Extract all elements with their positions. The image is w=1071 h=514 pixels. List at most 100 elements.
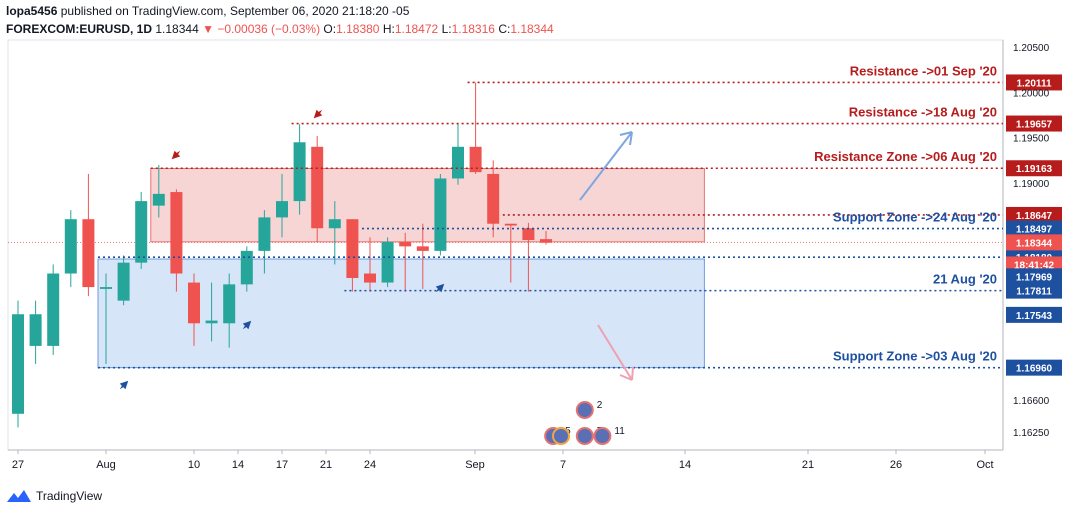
- candle-body: [12, 314, 24, 414]
- candle-body: [469, 146, 482, 173]
- candle-body: [29, 314, 42, 346]
- x-tick-label: 14: [679, 459, 691, 471]
- candle-body: [434, 178, 447, 251]
- tradingview-brand[interactable]: TradingView: [36, 489, 103, 503]
- publish-info: lopa5456 published on TradingView.com, S…: [6, 4, 409, 18]
- price-label-text: 1.18647: [1016, 211, 1053, 222]
- price-label-box: [1006, 359, 1062, 376]
- price-label-text: 1.20111: [1016, 78, 1051, 89]
- event-flag-icon[interactable]: [575, 401, 594, 419]
- publisher-name[interactable]: lopa5456: [6, 4, 58, 18]
- plot-area: [7, 39, 1004, 451]
- low-label: L:: [441, 22, 452, 36]
- x-tick-label: 21: [802, 459, 814, 471]
- open-label: O:: [323, 22, 337, 36]
- bullish-arrow-icon: [579, 131, 633, 201]
- symbol-name[interactable]: FOREXCOM:EURUSD, 1D: [6, 22, 153, 36]
- x-tick-label: 26: [890, 459, 902, 471]
- candle-body: [258, 217, 271, 251]
- y-tick-label: 1.19000: [1013, 179, 1050, 190]
- tradingview-footer: TradingView: [6, 486, 102, 506]
- candle-body: [100, 287, 112, 289]
- price-change: −0.00036 (−0.03%): [217, 22, 321, 36]
- price-label-box: [1006, 160, 1062, 177]
- rocket-icon: [171, 150, 181, 160]
- level-label: Resistance ->01 Sep '20: [850, 63, 997, 78]
- price-label-box: [1006, 268, 1062, 285]
- candle-body: [152, 193, 165, 206]
- y-tick-label: 1.16600: [1013, 396, 1050, 407]
- rocket-icon: [119, 380, 129, 390]
- price-label-text: 1.18497: [1016, 225, 1053, 236]
- price-label-box: [1006, 206, 1062, 223]
- candle-body: [346, 219, 359, 279]
- x-tick-label: 17: [276, 459, 288, 471]
- high-label: H:: [382, 22, 395, 36]
- rocket-icon: [242, 320, 252, 330]
- close-value: 1.18344: [510, 22, 554, 36]
- price-label-box: [1006, 74, 1062, 91]
- price-label-text: 1.16960: [1016, 364, 1053, 375]
- price-label-box: [1006, 306, 1062, 323]
- price-chart[interactable]: Resistance ->01 Sep '20 1.20111 Resistance…: [0, 0, 1071, 486]
- event-count: 11: [614, 426, 625, 437]
- price-label-box: [1006, 220, 1062, 237]
- close-label: C:: [498, 22, 511, 36]
- low-value: 1.18316: [451, 22, 495, 36]
- candle-body: [240, 250, 253, 285]
- candle-body: [170, 192, 183, 274]
- ohlc-legend: FOREXCOM:EURUSD, 1D 1.18344 ▼ −0.00036 (…: [6, 22, 554, 36]
- x-tick-label: Sep: [465, 459, 485, 471]
- candle-body: [135, 201, 148, 263]
- price-label-text: 1.17543: [1016, 311, 1053, 322]
- candle-body: [82, 219, 95, 288]
- candle-body: [452, 146, 464, 179]
- chart-header: lopa5456 published on TradingView.com, S…: [0, 0, 1071, 40]
- rocket-icon: [435, 283, 445, 293]
- price-label-text: 1.19657: [1016, 120, 1053, 131]
- event-flag-icon[interactable]: [593, 427, 612, 445]
- y-tick-label: 1.16250: [1013, 428, 1050, 439]
- y-tick-label: 1.19500: [1013, 134, 1050, 145]
- open-value: 1.18380: [336, 22, 380, 36]
- candle-body: [487, 173, 500, 224]
- candle-body: [311, 146, 324, 229]
- price-label-box: [1006, 234, 1062, 251]
- event-count: 2: [597, 400, 603, 411]
- x-tick-label: 21: [320, 459, 332, 471]
- candle-body: [223, 284, 236, 324]
- level-label: Resistance ->18 Aug '20: [849, 105, 997, 120]
- candle-body: [381, 241, 394, 283]
- candle-body: [276, 201, 288, 218]
- x-tick-label: 27: [12, 459, 24, 471]
- candle-body: [293, 142, 306, 202]
- y-tick-label: 1.20500: [1013, 43, 1050, 54]
- event-flag-icon[interactable]: [575, 427, 594, 445]
- event-flag-icon[interactable]: [552, 427, 570, 445]
- price-label-text: 18:41:42: [1014, 260, 1054, 271]
- x-tick-label: Aug: [96, 459, 116, 471]
- candle-body: [399, 241, 412, 247]
- down-arrow-icon: ▼: [202, 22, 214, 36]
- bearish-arrow-icon: [597, 324, 634, 381]
- level-label: Support Zone ->03 Aug '20: [833, 349, 997, 364]
- candle-body: [540, 239, 552, 243]
- candle-body: [328, 219, 341, 229]
- candle-body: [47, 273, 60, 346]
- high-value: 1.18472: [394, 22, 439, 36]
- price-label-box: [1006, 115, 1062, 132]
- price-label-text: 1.18344: [1016, 238, 1053, 249]
- candle-body: [504, 223, 517, 226]
- x-tick-label: 24: [364, 459, 376, 471]
- candle-body: [364, 273, 376, 283]
- price-label-box: [1006, 282, 1062, 299]
- x-tick-label: 10: [188, 459, 200, 471]
- resistance-zone: [150, 168, 705, 243]
- candle-body: [188, 282, 200, 324]
- last-price: 1.18344: [155, 22, 199, 36]
- rocket-icon: [313, 109, 323, 119]
- candle-body: [416, 246, 429, 251]
- candle-body: [117, 262, 130, 301]
- level-label: Support Zone ->24 Aug '20: [833, 210, 997, 225]
- price-label-text: 1.19163: [1016, 164, 1053, 175]
